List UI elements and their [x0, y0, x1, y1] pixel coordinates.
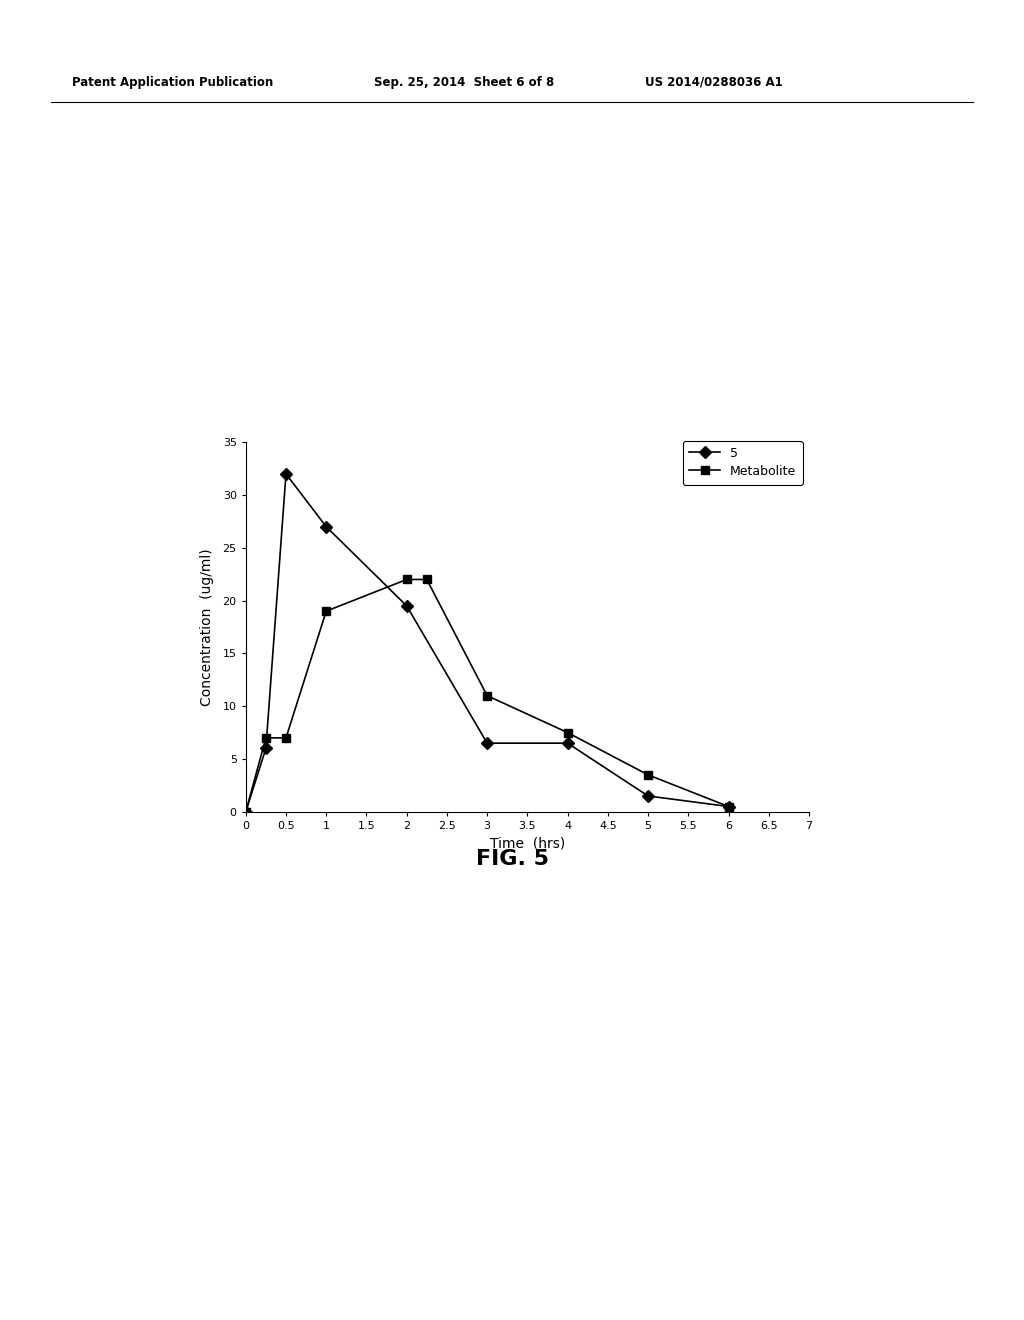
Metabolite: [400, 572, 413, 587]
5: [642, 788, 654, 804]
5: [400, 598, 413, 614]
Line: Metabolite: Metabolite: [242, 576, 732, 816]
Line: 5: 5: [242, 470, 732, 816]
Text: US 2014/0288036 A1: US 2014/0288036 A1: [645, 75, 783, 88]
5: [561, 735, 573, 751]
5: [321, 519, 333, 535]
Metabolite: [642, 767, 654, 783]
Metabolite: [260, 730, 272, 746]
Metabolite: [240, 804, 252, 820]
5: [240, 804, 252, 820]
5: [280, 466, 292, 482]
5: [722, 799, 734, 814]
5: [481, 735, 494, 751]
5: [260, 741, 272, 756]
Metabolite: [280, 730, 292, 746]
X-axis label: Time  (hrs): Time (hrs): [489, 837, 565, 850]
Metabolite: [722, 799, 734, 814]
Metabolite: [321, 603, 333, 619]
Metabolite: [481, 688, 494, 704]
Legend: 5, Metabolite: 5, Metabolite: [683, 441, 803, 484]
Metabolite: [421, 572, 433, 587]
Text: FIG. 5: FIG. 5: [475, 849, 549, 869]
Y-axis label: Concentration  (ug/ml): Concentration (ug/ml): [201, 548, 214, 706]
Text: Patent Application Publication: Patent Application Publication: [72, 75, 273, 88]
Metabolite: [561, 725, 573, 741]
Text: Sep. 25, 2014  Sheet 6 of 8: Sep. 25, 2014 Sheet 6 of 8: [374, 75, 554, 88]
